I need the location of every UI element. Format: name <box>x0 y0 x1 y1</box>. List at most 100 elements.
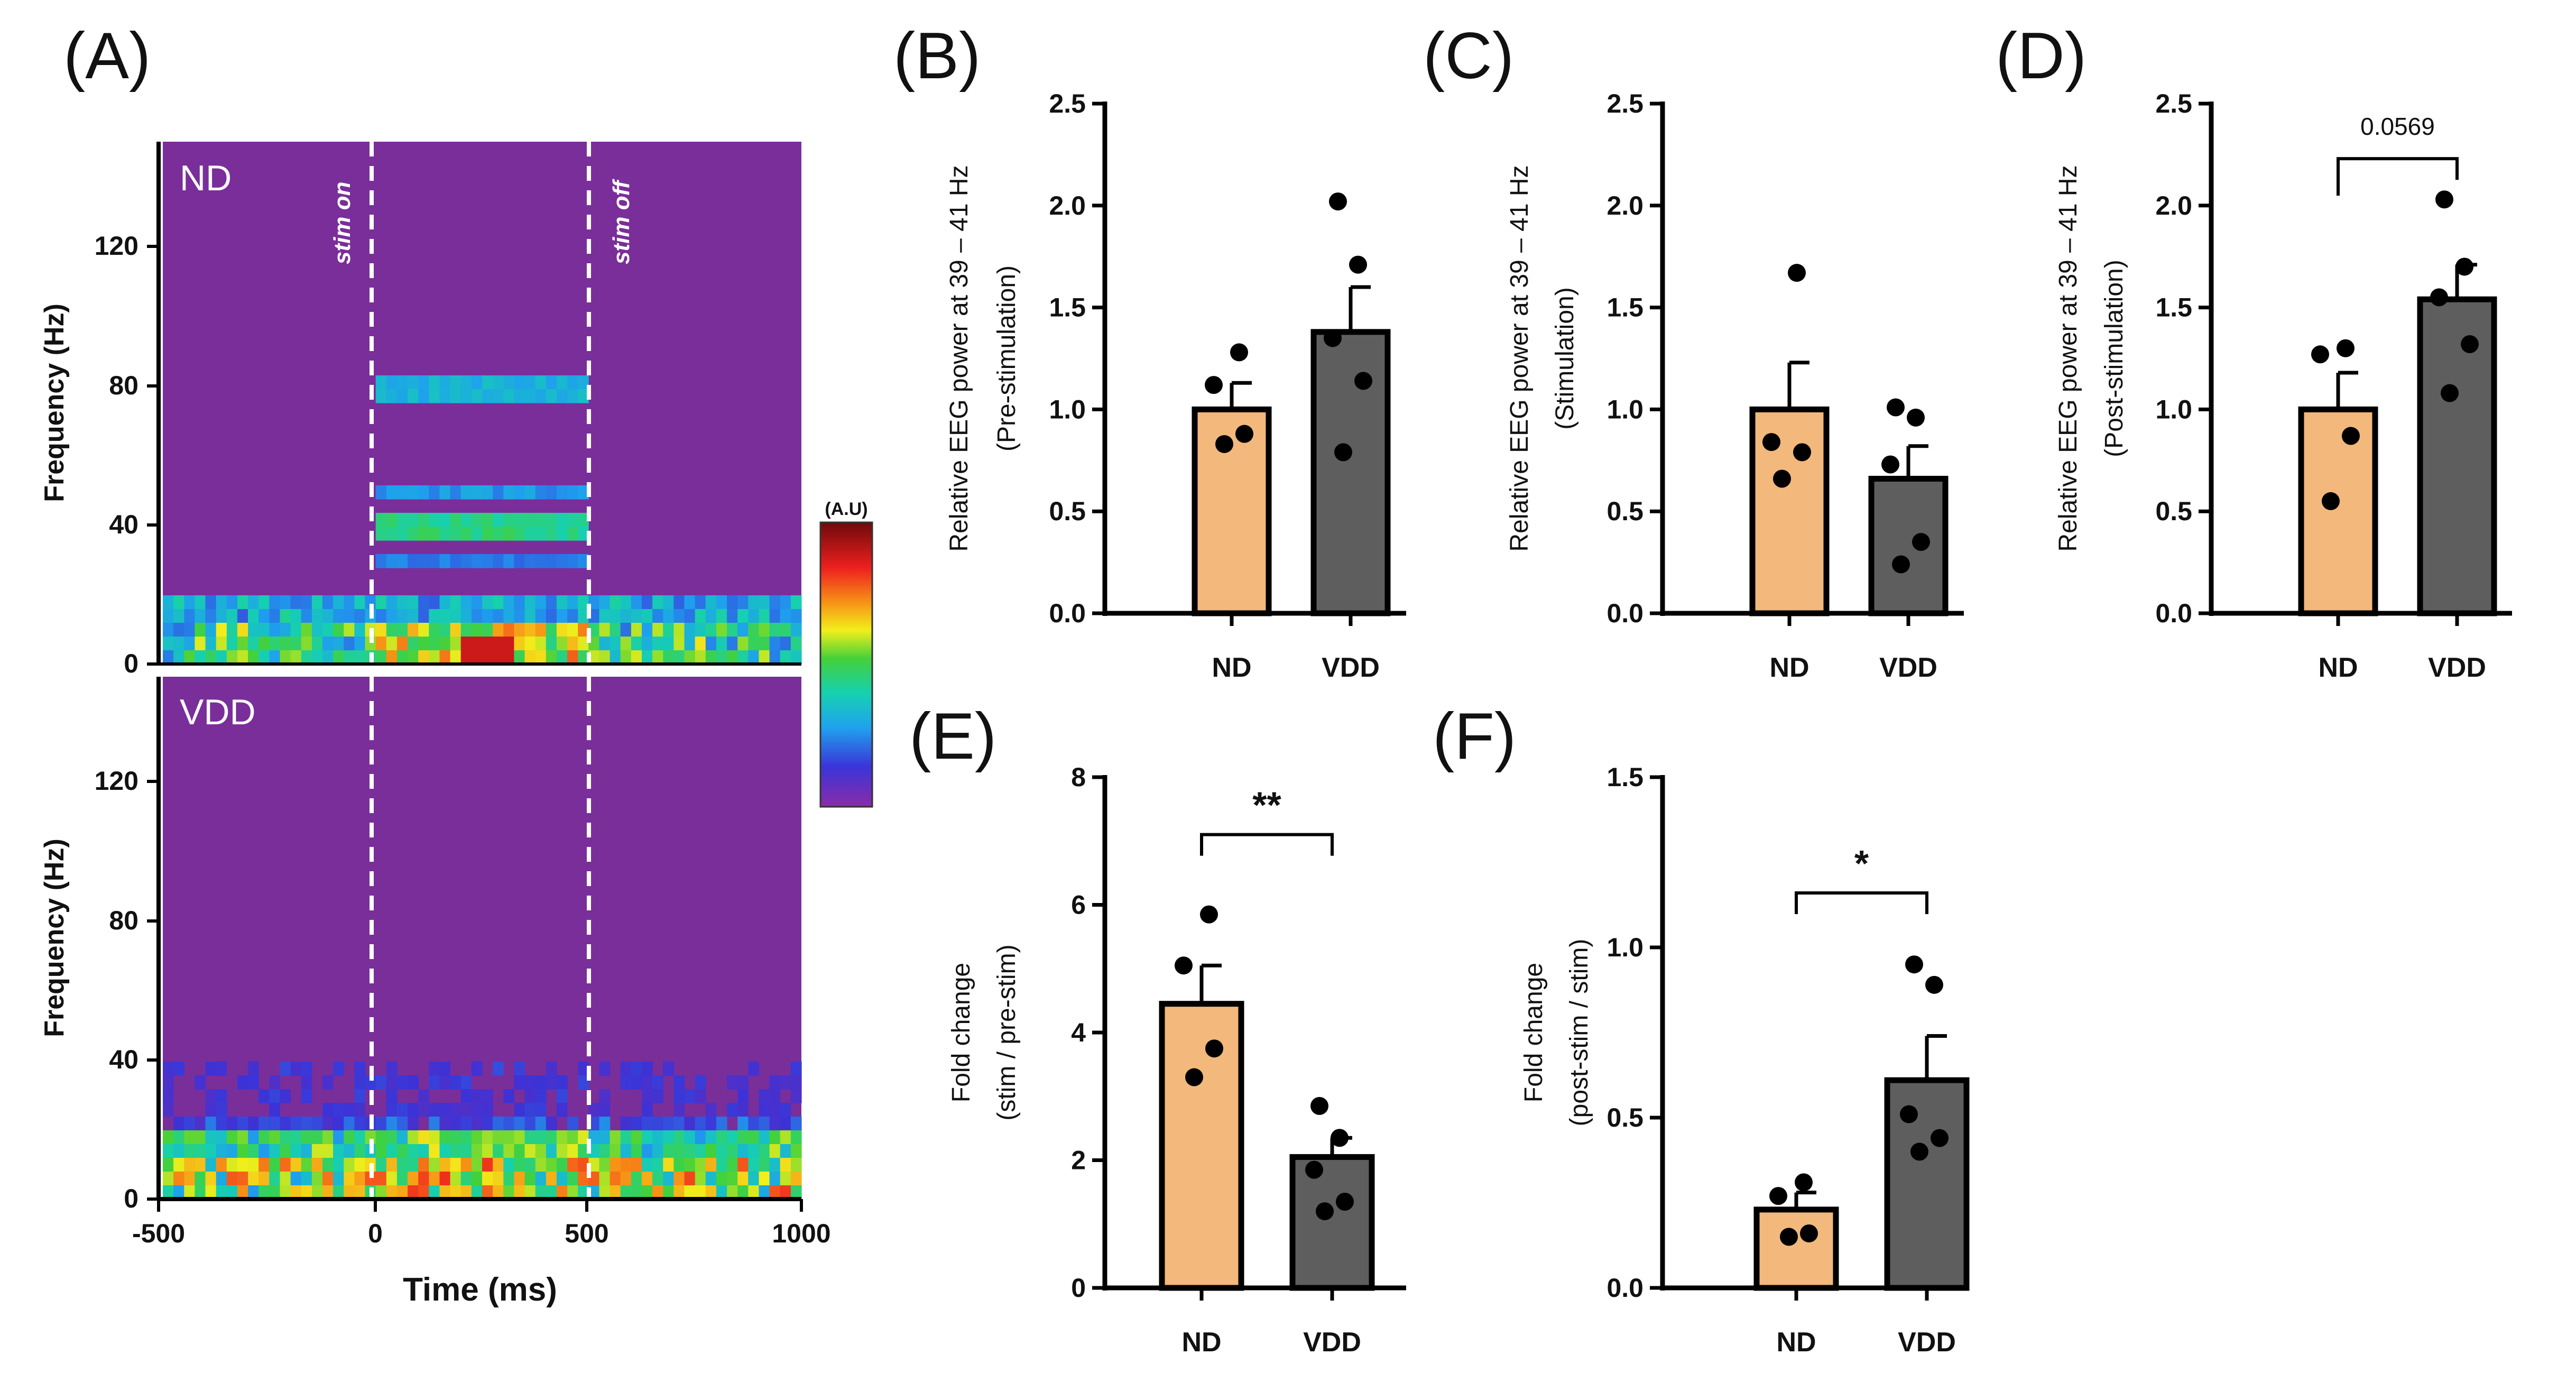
bar-nd <box>1753 1206 1839 1291</box>
data-point <box>2342 427 2360 445</box>
y-tick-label: 0.0 <box>2155 598 2192 628</box>
y-tick-label: 0 <box>124 1184 139 1213</box>
data-point <box>2455 257 2473 276</box>
data-point <box>2311 345 2329 364</box>
y-tick-label: 1.5 <box>1606 762 1644 792</box>
y-tick-label: 2.0 <box>2155 191 2192 220</box>
panel-letter-d: (D) <box>1996 20 2086 93</box>
panel-letter-f: (F) <box>1433 700 1516 773</box>
panel-f: (F) 0.0 0.5 1.0 1.5 ND VDD Fold change (post-sti… <box>1433 700 1970 1358</box>
data-point <box>1310 1096 1328 1115</box>
y-axis-label-line: (Stimulation) <box>1551 287 1579 429</box>
data-point <box>1305 1160 1323 1179</box>
y-tick-label: 0.0 <box>1606 1273 1644 1303</box>
significance-bracket <box>2337 157 2459 196</box>
y-tick-label: 2.0 <box>1049 191 1086 220</box>
x-tick-label: -500 <box>132 1219 185 1248</box>
data-point <box>1900 1105 1918 1123</box>
y-tick-label: 0.5 <box>2155 496 2192 526</box>
y-axis-label-line: Relative EEG power at 39 – 41 Hz <box>1506 165 1534 551</box>
data-point <box>1907 408 1925 427</box>
category-label-vdd: VDD <box>1879 652 1937 683</box>
category-label-nd: ND <box>1776 1327 1816 1358</box>
data-point <box>1331 1129 1349 1147</box>
data-point <box>1780 1228 1798 1246</box>
y-tick-label: 0.0 <box>1606 598 1644 628</box>
significance-label: ** <box>1252 785 1281 826</box>
bar-nd <box>2298 406 2378 616</box>
colorbar-gradient <box>819 521 873 808</box>
panel-letter-c: (C) <box>1423 20 1514 93</box>
data-point <box>1205 1039 1223 1058</box>
y-tick-label: 6 <box>1071 890 1086 920</box>
y-tick-label: 2.0 <box>1606 191 1644 220</box>
bar-nd <box>1749 406 1830 616</box>
data-point <box>1235 425 1253 443</box>
data-point <box>1892 555 1910 574</box>
category-label-nd: ND <box>1181 1327 1221 1358</box>
y-axis-label-line: (Pre-stimulation) <box>993 265 1021 451</box>
spectrogram-nd-label: ND <box>180 158 232 198</box>
y-ticks-vdd: 0 40 80 120 <box>95 766 159 1213</box>
data-point <box>1881 455 1899 474</box>
data-point <box>1316 1202 1334 1221</box>
significance-label: * <box>1854 843 1869 884</box>
data-point <box>1910 1142 1928 1161</box>
bar-vdd <box>1884 1077 1970 1291</box>
panel-e: (E) 0 2 4 6 8 ND VDD Fold change (stim / pre-stim… <box>909 700 1406 1358</box>
y-axis-label-vdd: Frequency (Hz) <box>39 838 70 1037</box>
significance-label: 0.0569 <box>2360 113 2435 140</box>
y-axis-label-line: Relative EEG power at 39 – 41 Hz <box>2054 165 2082 551</box>
y-axis-label-line: Relative EEG power at 39 – 41 Hz <box>945 165 973 551</box>
category-label-vdd: VDD <box>1898 1327 1956 1358</box>
spectrogram-vdd: VDD <box>163 677 802 1200</box>
data-point <box>2337 339 2355 357</box>
category-label-vdd: VDD <box>1303 1327 1361 1358</box>
data-point <box>1788 264 1806 282</box>
stim-off-label: stim off <box>608 179 634 264</box>
data-point <box>1795 1173 1813 1192</box>
y-tick-label: 4 <box>1071 1018 1086 1047</box>
y-tick-label: 40 <box>109 1045 139 1074</box>
data-point <box>1334 443 1352 462</box>
x-tick-label: 0 <box>368 1219 383 1248</box>
y-tick-label: 120 <box>95 231 139 261</box>
data-point <box>1912 533 1930 551</box>
panel-letter-e: (E) <box>909 700 996 773</box>
bar-vdd <box>1310 329 1391 616</box>
colorbar-label: (A.U) <box>825 499 867 519</box>
data-point <box>1800 1224 1818 1242</box>
y-tick-label: 1.0 <box>1606 933 1644 962</box>
bar-nd <box>1159 1001 1244 1291</box>
data-point <box>1230 343 1248 362</box>
spectrogram-nd-cells <box>163 375 802 665</box>
data-point <box>1773 469 1791 488</box>
data-point <box>1175 956 1193 975</box>
bar-vdd <box>1868 476 1949 616</box>
category-label-vdd: VDD <box>1322 652 1380 683</box>
data-point <box>1793 443 1811 462</box>
x-tick-label: 500 <box>565 1219 608 1248</box>
data-point <box>1887 398 1905 417</box>
y-tick-label: 1.5 <box>1049 293 1086 322</box>
data-point <box>2435 190 2453 209</box>
y-tick-label: 0.5 <box>1606 1103 1644 1132</box>
y-tick-label: 0.5 <box>1606 496 1644 526</box>
y-tick-label: 1.0 <box>1049 394 1086 424</box>
data-point <box>1336 1192 1354 1211</box>
data-point <box>1925 975 1943 994</box>
category-label-vdd: VDD <box>2428 652 2486 683</box>
panel-d: (D) 0.0 0.5 1.0 1.5 2.0 2.5 ND VDD Relative EEG p… <box>1996 20 2512 683</box>
y-axis-label-line: (Post-stimulation) <box>2100 260 2128 457</box>
data-point <box>1762 433 1780 451</box>
x-tick-label: 1000 <box>772 1219 830 1248</box>
category-label-nd: ND <box>1212 652 1251 683</box>
data-point <box>2322 492 2340 510</box>
x-ticks-a: -500 0 500 1000 <box>132 1199 831 1248</box>
panel-b: (B) 0.0 0.5 1.0 1.5 2.0 2.5 ND VDD Relative EEG p… <box>893 20 1406 683</box>
y-axis-label-line: (post-stim / stim) <box>1565 939 1593 1127</box>
y-tick-label: 0.5 <box>1049 496 1086 526</box>
data-point <box>2441 384 2459 402</box>
y-tick-label: 2 <box>1071 1146 1086 1175</box>
